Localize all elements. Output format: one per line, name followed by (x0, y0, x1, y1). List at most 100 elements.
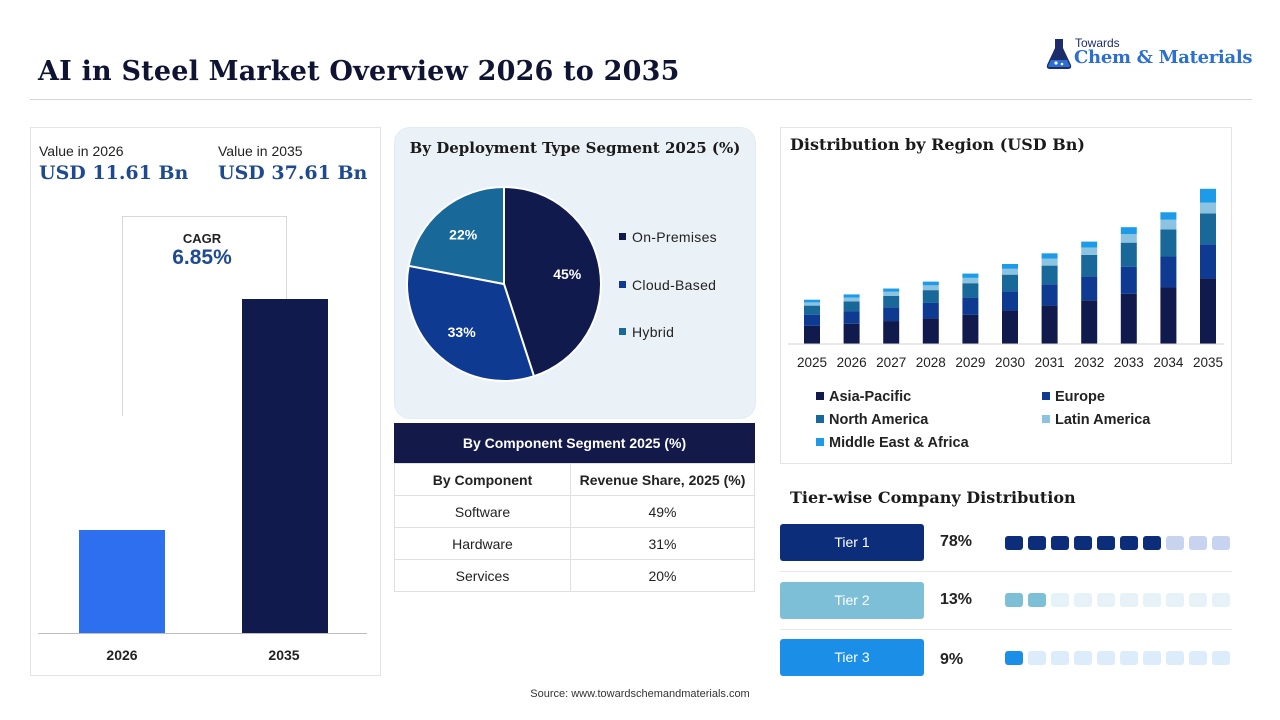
tier-1-button[interactable]: Tier 1 (780, 524, 924, 561)
x-tick-label: 2029 (955, 355, 985, 370)
pie-slice-hybrid (407, 185, 505, 286)
tier-divider (780, 629, 1232, 630)
bar-label-2035: 2035 (268, 647, 300, 663)
tier-divider (780, 571, 1232, 572)
x-tick-label: 2031 (1035, 355, 1065, 370)
bar-2035 (242, 298, 328, 633)
bar-segment-north-america-2030 (1002, 274, 1018, 292)
legend-label: On-Premises (632, 229, 717, 245)
bar-segment-latin-america-2034 (1160, 219, 1177, 230)
bar-segment-latin-america-2025 (804, 302, 820, 306)
bar-segment-north-america-2035 (1200, 213, 1216, 245)
bar-segment-north-america-2029 (962, 283, 979, 298)
flask-icon (1046, 39, 1072, 69)
legend-label: Asia-Pacific (829, 389, 912, 405)
tier-dot (1074, 651, 1092, 665)
bar-segment-middle-east-africa-2026 (843, 294, 860, 298)
tier-dot (1028, 651, 1046, 665)
table-cell: Software (394, 495, 571, 528)
brand-logo[interactable]: Towards Chem & Materials (1044, 36, 1254, 72)
pie-data-label: 22% (449, 227, 478, 243)
bar-segment-asia-pacific-2032 (1081, 300, 1098, 344)
bar-segment-latin-america-2030 (1002, 268, 1018, 275)
legend-label: North America (829, 412, 929, 428)
table-cell: 31% (570, 527, 755, 560)
legend-swatch (1042, 415, 1050, 423)
legend-on-premises: On-Premises (619, 229, 717, 245)
tier-dot (1166, 593, 1184, 607)
pie-data-label: 33% (448, 324, 477, 340)
bar-segment-latin-america-2027 (883, 291, 900, 296)
bar-segment-middle-east-africa-2033 (1120, 227, 1137, 235)
bar-segment-latin-america-2026 (843, 297, 860, 302)
bar-segment-asia-pacific-2034 (1160, 287, 1177, 344)
bar-label-2026: 2026 (106, 647, 138, 663)
bar-segment-asia-pacific-2025 (804, 325, 820, 344)
tier-dot (1143, 593, 1161, 607)
tier-dot (1005, 651, 1023, 665)
logo-brand-text: Chem & Materials (1074, 47, 1253, 68)
table-row: Hardware 31% (394, 527, 755, 560)
bar-segment-north-america-2034 (1160, 229, 1177, 257)
bar-segment-latin-america-2035 (1200, 202, 1216, 214)
bar-segment-north-america-2028 (922, 290, 939, 303)
legend-north-america: North America (816, 412, 928, 428)
bar-segment-asia-pacific-2033 (1120, 293, 1137, 344)
pie-slice-cloud-based (406, 264, 536, 382)
pie-data-label: 45% (553, 266, 582, 282)
tier-dot (1051, 651, 1069, 665)
x-tick-label: 2030 (995, 355, 1025, 370)
bar-segment-middle-east-africa-2025 (804, 299, 820, 303)
tier-dot (1074, 536, 1092, 550)
tier-dot (1051, 536, 1069, 550)
tier-dot (1120, 593, 1138, 607)
bar-segment-asia-pacific-2028 (922, 318, 939, 344)
bar-segment-europe-2029 (962, 297, 979, 315)
bar-segment-asia-pacific-2030 (1002, 310, 1018, 344)
tier-dot (1189, 651, 1207, 665)
legend-swatch (816, 415, 824, 423)
x-tick-label: 2028 (916, 355, 946, 370)
legend-label: Middle East & Africa (829, 435, 969, 451)
tier-section-title: Tier-wise Company Distribution (790, 488, 1076, 507)
legend-label: Hybrid (632, 324, 675, 340)
bar-segment-europe-2032 (1081, 276, 1098, 301)
pie-slice-on-premises (503, 185, 602, 378)
tier-3-button[interactable]: Tier 3 (780, 639, 924, 676)
value-2035: USD 37.61 Bn (218, 162, 368, 184)
component-table-title: By Component Segment 2025 (%) (394, 423, 755, 463)
bar-segment-north-america-2032 (1081, 254, 1098, 277)
bar-segment-latin-america-2031 (1041, 258, 1058, 266)
value-2026: USD 11.61 Bn (39, 162, 189, 184)
region-chart-title: Distribution by Region (USD Bn) (790, 135, 1085, 154)
bar-segment-middle-east-africa-2030 (1002, 264, 1018, 269)
tier-dot (1143, 536, 1161, 550)
cagr-label: CAGR (182, 231, 222, 246)
bar-segment-europe-2033 (1120, 266, 1137, 294)
bar-segment-europe-2027 (883, 307, 900, 322)
table-cell: 49% (570, 495, 755, 528)
tier-2-button[interactable]: Tier 2 (780, 582, 924, 619)
tier-dot (1097, 593, 1115, 607)
tier-dot (1028, 593, 1046, 607)
bar-segment-latin-america-2028 (922, 285, 939, 291)
column-header: By Component (394, 463, 571, 496)
bar-segment-europe-2034 (1160, 256, 1177, 288)
tier-dot (1166, 536, 1184, 550)
legend-hybrid: Hybrid (619, 324, 674, 340)
deployment-chart-title: By Deployment Type Segment 2025 (%) (409, 139, 741, 157)
x-tick-label: 2034 (1153, 355, 1184, 370)
legend-label: Latin America (1055, 412, 1151, 428)
table-row: Services 20% (394, 559, 755, 592)
legend-asia-pacific: Asia-Pacific (816, 389, 911, 405)
table-cell: Services (394, 559, 571, 592)
legend-swatch (619, 281, 626, 288)
tier-dot (1028, 536, 1046, 550)
tier-dot (1189, 536, 1207, 550)
column-header: Revenue Share, 2025 (%) (570, 463, 755, 496)
x-tick-label: 2026 (837, 355, 867, 370)
legend-latin-america: Latin America (1042, 412, 1150, 428)
tier-dot (1120, 536, 1138, 550)
component-table-grid: By Component Revenue Share, 2025 (%) Sof… (394, 463, 755, 592)
bar-segment-middle-east-africa-2028 (922, 281, 939, 286)
